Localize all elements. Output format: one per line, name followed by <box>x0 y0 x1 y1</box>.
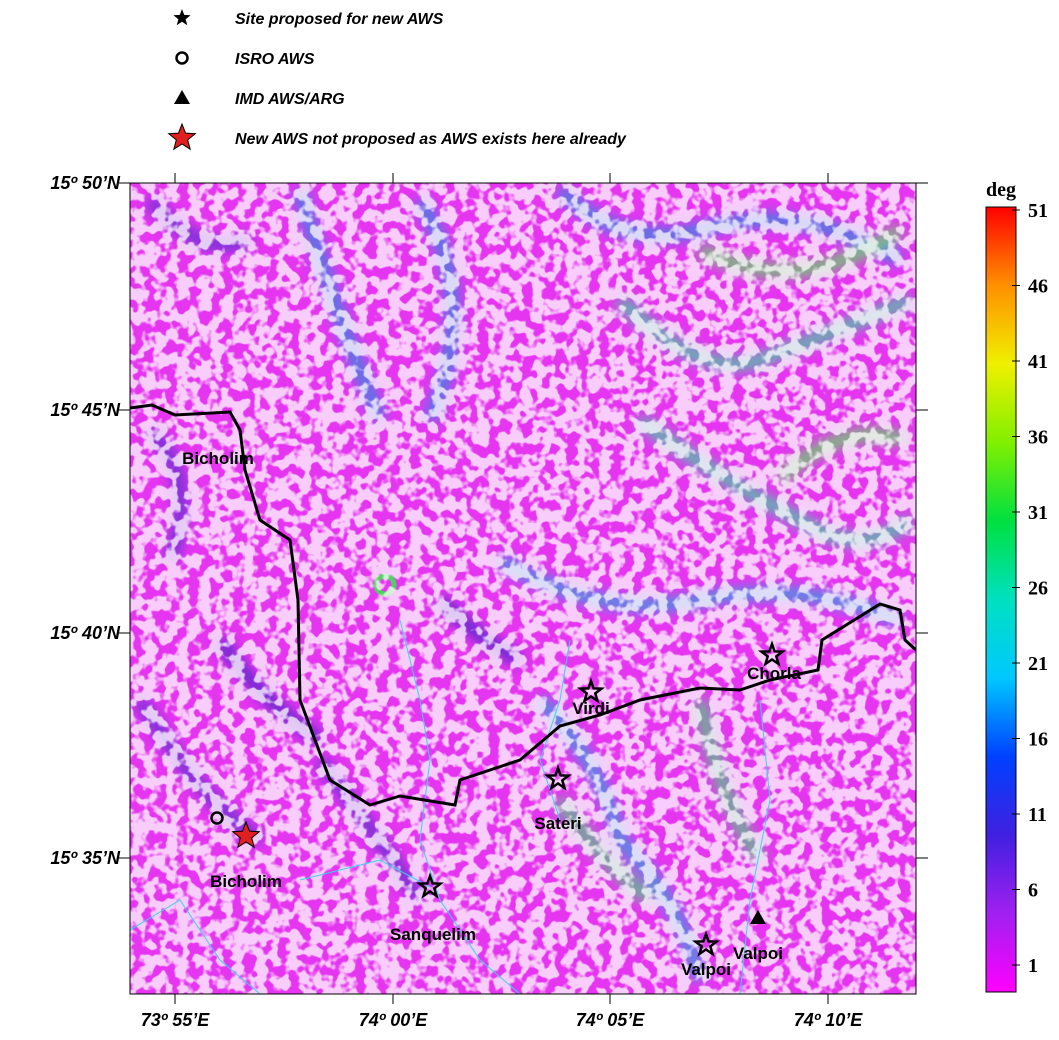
colorbar <box>986 207 1016 992</box>
place-label: Sateri <box>534 814 581 833</box>
colorbar-title: deg <box>986 179 1016 201</box>
colorbar-tick-label: 6 <box>1028 880 1038 902</box>
place-label: Chorla <box>747 664 801 683</box>
colorbar-tick-label: 1 <box>1028 955 1038 977</box>
place-label: Valpoi <box>681 960 731 979</box>
latitude-label: 15º 40’N <box>50 623 121 643</box>
place-label: Valpoi <box>733 944 783 963</box>
latitude-label: 15º 50’N <box>50 173 121 193</box>
legend-symbol <box>173 9 190 25</box>
place-label: Sanquelim <box>390 925 476 944</box>
place-label: Bicholim <box>182 449 254 468</box>
colorbar-tick-label: 21 <box>1028 653 1048 675</box>
legend-label: IMD AWS/ARG <box>235 91 345 108</box>
colorbar-tick-label: 16 <box>1028 729 1048 751</box>
colorbar-tick-label: 46 <box>1028 276 1048 298</box>
legend-label: ISRO AWS <box>235 51 315 68</box>
legend-label: Site proposed for new AWS <box>235 11 444 28</box>
colorbar-tick-label: 11 <box>1028 804 1047 826</box>
map-figure: deg Site proposed for new AWS ISRO AWS IMD… <box>0 0 1059 1040</box>
place-label: Bicholim <box>210 872 282 891</box>
longitude-label: 74º 00’E <box>359 1010 429 1030</box>
colorbar-tick-label: 51 <box>1028 200 1048 222</box>
longitude-label: 74º 05’E <box>576 1010 646 1030</box>
colorbar-tick-label: 26 <box>1028 578 1048 600</box>
legend-symbol <box>177 53 188 64</box>
latitude-label: 15º 35’N <box>50 848 121 868</box>
colorbar-tick-label: 31 <box>1028 502 1048 524</box>
longitude-label: 74º 10’E <box>794 1010 864 1030</box>
latitude-label: 15º 45’N <box>50 400 121 420</box>
colorbar-tick-label: 41 <box>1028 351 1048 373</box>
legend-symbol <box>174 90 190 104</box>
legend-symbol <box>169 124 196 149</box>
legend-label: New AWS not proposed as AWS exists here … <box>235 131 627 148</box>
longitude-label: 73º 55’E <box>141 1010 211 1030</box>
place-label: Virdi <box>572 699 609 718</box>
colorbar-tick-label: 36 <box>1028 427 1048 449</box>
